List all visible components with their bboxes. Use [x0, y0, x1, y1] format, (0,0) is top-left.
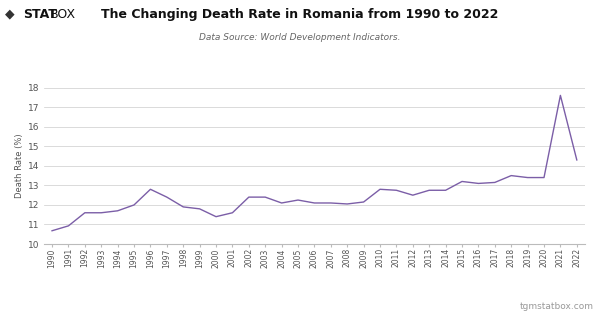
Text: BOX: BOX [50, 8, 76, 21]
Y-axis label: Death Rate (%): Death Rate (%) [15, 133, 24, 198]
Text: ◆: ◆ [5, 8, 14, 21]
Text: The Changing Death Rate in Romania from 1990 to 2022: The Changing Death Rate in Romania from … [101, 8, 499, 21]
Text: tgmstatbox.com: tgmstatbox.com [520, 302, 594, 311]
Text: Data Source: World Development Indicators.: Data Source: World Development Indicator… [199, 33, 401, 42]
Text: STAT: STAT [23, 8, 56, 21]
